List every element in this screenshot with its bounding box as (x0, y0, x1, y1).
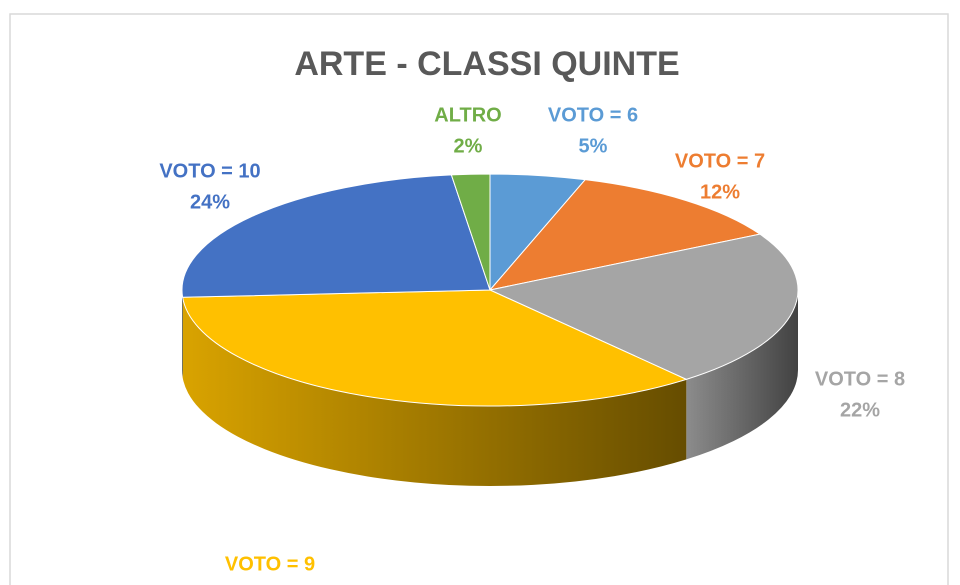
pie-slice (488, 179, 762, 291)
data-label-value: 12% (700, 181, 740, 203)
pie-slice (488, 233, 799, 380)
pie-slice (182, 289, 688, 407)
data-label-category: VOTO = 10 (159, 160, 260, 182)
data-label-category: VOTO = 8 (815, 368, 905, 390)
data-label-value: 5% (579, 135, 608, 157)
data-label-value: 24% (190, 191, 230, 213)
data-label-category: VOTO = 7 (675, 150, 765, 172)
data-label-value: 22% (840, 399, 880, 421)
pie-slice (181, 174, 491, 298)
data-label-category: VOTO = 9 (225, 553, 315, 575)
chart-title: ARTE - CLASSI QUINTE (294, 45, 679, 83)
data-label-category: ALTRO (434, 104, 501, 126)
data-label-category: VOTO = 6 (548, 104, 638, 126)
pie-slice (450, 173, 491, 291)
data-label-value: 2% (454, 135, 483, 157)
pie-slice-side (182, 297, 687, 486)
pie-slice-side (686, 290, 798, 460)
pie-slice-side (182, 290, 183, 378)
